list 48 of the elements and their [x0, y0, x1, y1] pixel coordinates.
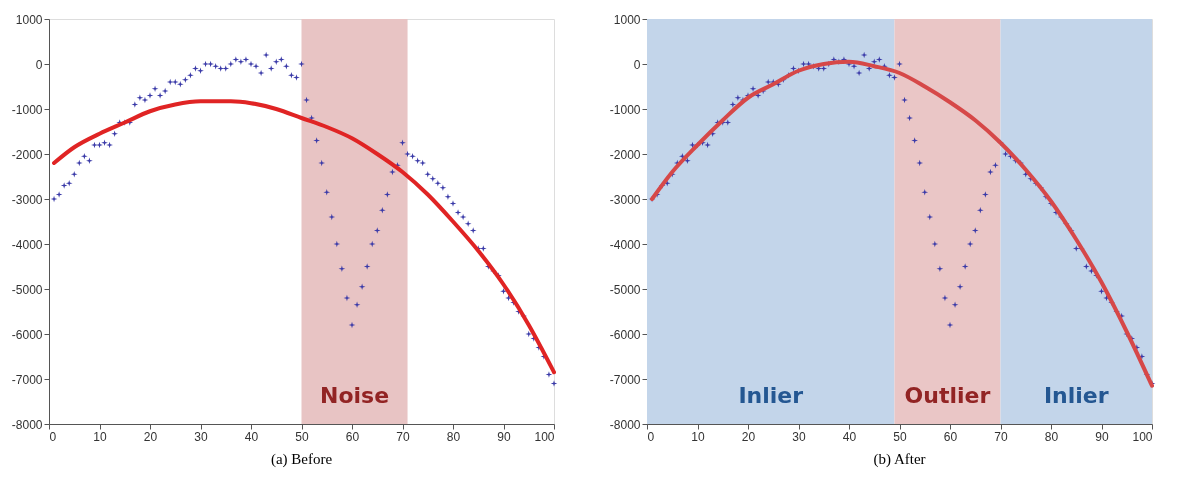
y-tick-label: -3000	[11, 192, 43, 207]
band-label: Inlier	[738, 383, 804, 408]
y-tick-label: -5000	[11, 282, 43, 297]
y-tick-label: 0	[35, 57, 43, 72]
x-tick-label: 10	[691, 429, 705, 444]
y-tick-label: -2000	[11, 147, 43, 162]
x-tick-label: 10	[93, 429, 107, 444]
x-tick-label: 30	[194, 429, 208, 444]
y-tick-label: -1000	[11, 102, 43, 117]
x-tick-label: 80	[1044, 429, 1059, 444]
x-tick-label: 40	[244, 429, 259, 444]
x-tick-label: 90	[1095, 429, 1109, 444]
y-tick-label: -8000	[11, 417, 43, 432]
x-tick-label: 100	[534, 429, 555, 444]
x-tick-label: 70	[994, 429, 1008, 444]
text: (b) After	[873, 451, 926, 468]
x-tick-label: 40	[842, 429, 857, 444]
y-tick-label: -7000	[609, 372, 641, 387]
y-tick-label: -6000	[11, 327, 43, 342]
y-tick-label: 1000	[613, 12, 641, 27]
x-tick-label: 50	[295, 429, 309, 444]
x-tick-label: 90	[497, 429, 511, 444]
y-tick-label: -2000	[609, 147, 641, 162]
x-tick-label: 20	[741, 429, 756, 444]
x-tick-label: 60	[943, 429, 958, 444]
x-tick-label: 20	[143, 429, 158, 444]
x-tick-label: 0	[647, 429, 655, 444]
x-tick-label: 30	[792, 429, 806, 444]
y-tick-label: -5000	[609, 282, 641, 297]
y-tick-label: -1000	[609, 102, 641, 117]
y-tick-label: -4000	[11, 237, 43, 252]
x-tick-label: 80	[446, 429, 461, 444]
x-tick-label: 60	[345, 429, 360, 444]
text: (a) Before	[270, 451, 333, 468]
band-label: Outlier	[904, 383, 991, 408]
x-tick-label: 50	[893, 429, 907, 444]
y-tick-label: -8000	[609, 417, 641, 432]
y-tick-label: -6000	[609, 327, 641, 342]
y-tick-label: -7000	[11, 372, 43, 387]
x-tick-label: 0	[49, 429, 57, 444]
y-tick-label: 1000	[15, 12, 43, 27]
y-tick-label: 0	[633, 57, 641, 72]
band-label: Noise	[319, 383, 390, 408]
y-tick-label: -3000	[609, 192, 641, 207]
x-tick-label: 70	[396, 429, 410, 444]
band-label: Inlier	[1043, 383, 1109, 408]
x-tick-label: 100	[1132, 429, 1153, 444]
y-tick-label: -4000	[609, 237, 641, 252]
